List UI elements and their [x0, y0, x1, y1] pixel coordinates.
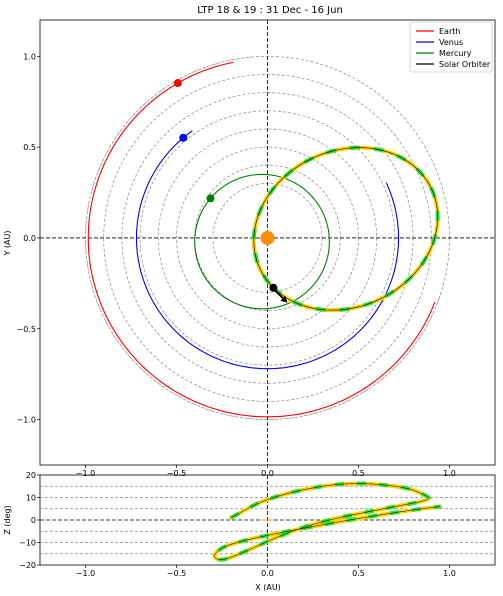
- z-dashed-lines: [40, 475, 495, 565]
- x-tick-label: 1.0: [443, 569, 456, 578]
- x-tick-label: −1.0: [76, 569, 95, 578]
- x-tick-label: −0.5: [167, 469, 186, 478]
- orbit-y-ticks: 1.0 0.5 0.0 −0.5 −1.0: [17, 52, 40, 425]
- legend-label-venus: Venus: [439, 38, 463, 47]
- y-tick-label: −0.5: [17, 325, 36, 334]
- earth-reference-trail: [85, 56, 444, 420]
- marker-mercury: [206, 194, 215, 203]
- y-axis-label: Y (AU): [3, 231, 12, 257]
- marker-solar-orbiter: [269, 283, 278, 292]
- z-y-ticks: 20 10 0 −10 −20: [19, 471, 40, 570]
- orbit-venus: [135, 130, 400, 370]
- y-tick-label: −10: [19, 539, 36, 548]
- z-track-line: [214, 483, 441, 560]
- x-tick-label: 0.5: [352, 569, 365, 578]
- solar-orbiter-window-green: [251, 145, 440, 313]
- x-tick-label: 0.5: [352, 469, 365, 478]
- x-tick-label: −1.0: [76, 469, 95, 478]
- y-tick-label: −20: [19, 561, 36, 570]
- x-tick-label: 0.0: [261, 569, 274, 578]
- solar-orbiter-arrowhead: [280, 295, 288, 303]
- orbit-mercury: [194, 173, 330, 310]
- legend-label-solar-orbiter: Solar Orbiter: [439, 60, 491, 69]
- legend: Earth Venus Mercury Solar Orbiter: [409, 21, 493, 73]
- y-tick-label: 0.0: [23, 234, 36, 243]
- y-tick-label: 10: [26, 494, 36, 503]
- z-x-ticks: −1.0 −0.5 0.0 0.5 1.0: [76, 565, 456, 578]
- y-tick-label: 0.5: [23, 143, 36, 152]
- orbit-plot-panel: LTP 18 & 19 : 31 Dec - 16 Jun −1.0 −0.5 …: [3, 5, 496, 478]
- solar-orbiter-window-yellow: [251, 145, 440, 313]
- legend-label-mercury: Mercury: [439, 49, 472, 58]
- solar-orbiter-z-track: [212, 481, 443, 562]
- orbit-earth: [87, 61, 436, 418]
- planet-markers: [173, 79, 288, 303]
- marker-earth: [173, 79, 182, 88]
- x-tick-label: −0.5: [167, 569, 186, 578]
- z-plot-panel: −1.0 −0.5 0.0 0.5 1.0 20 10 0 −10 −20 X …: [3, 471, 496, 592]
- y-tick-label: 0: [31, 516, 36, 525]
- legend-box: [409, 21, 493, 73]
- x-axis-label: X (AU): [255, 583, 281, 592]
- x-tick-label: 1.0: [443, 469, 456, 478]
- orbit-solar-orbiter: [253, 147, 439, 311]
- chart-title: LTP 18 & 19 : 31 Dec - 16 Jun: [197, 5, 343, 16]
- sun-marker: [260, 230, 275, 245]
- marker-venus: [179, 133, 188, 142]
- orbit-x-ticks: −1.0 −0.5 0.0 0.5 1.0: [76, 465, 456, 478]
- x-tick-label: 0.0: [261, 469, 274, 478]
- y-tick-label: 20: [26, 471, 36, 480]
- legend-label-earth: Earth: [439, 27, 460, 36]
- orbit-lines: [85, 56, 444, 420]
- z-axis-label: Z (deg): [3, 505, 12, 534]
- y-tick-label: 1.0: [23, 52, 36, 61]
- y-tick-label: −1.0: [17, 416, 36, 425]
